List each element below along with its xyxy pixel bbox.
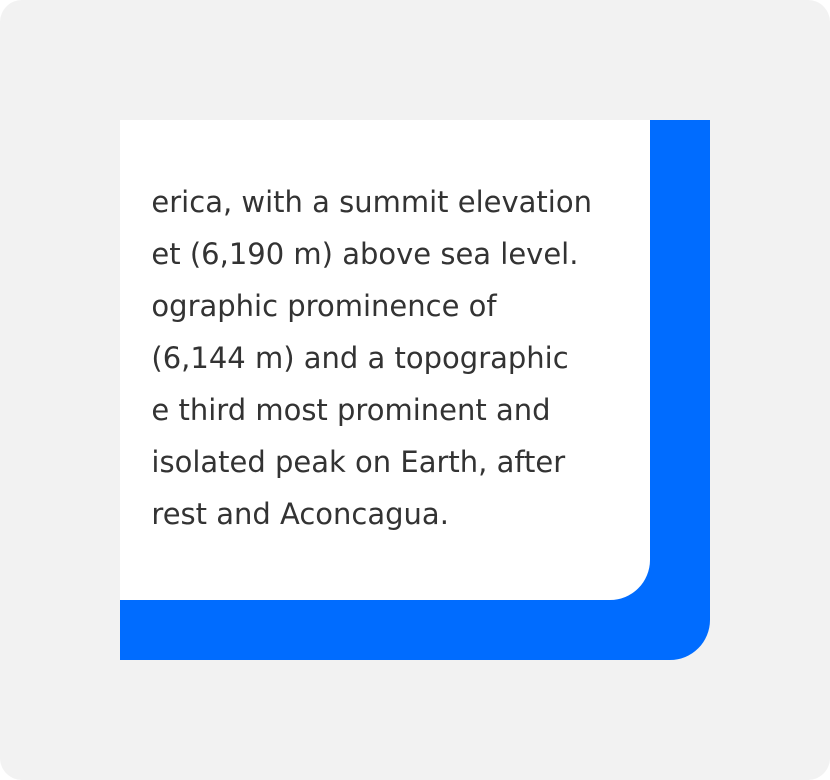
text-line: rest and Aconcagua.: [151, 497, 449, 531]
text-card: erica, with a summit elevation et (6,190…: [120, 120, 650, 600]
text-line: erica, with a summit elevation: [151, 185, 592, 219]
text-line: (6,144 m) and a topographic: [151, 341, 569, 375]
card-text: erica, with a summit elevation et (6,190…: [151, 176, 592, 540]
text-line: isolated peak on Earth, after: [151, 445, 566, 479]
text-line: ographic prominence of: [151, 289, 497, 323]
text-line: e third most prominent and: [151, 393, 551, 427]
text-line: et (6,190 m) above sea level.: [151, 237, 579, 271]
